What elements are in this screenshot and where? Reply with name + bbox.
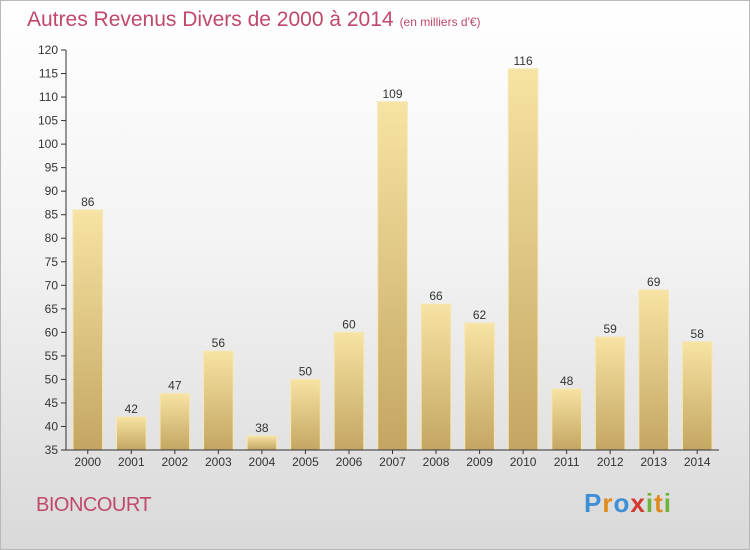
chart-title: Autres Revenus Divers de 2000 à 2014 (en … — [27, 8, 481, 32]
data-label-2004: 38 — [255, 421, 269, 435]
data-label-2005: 50 — [299, 364, 313, 378]
bar-2005 — [290, 378, 321, 451]
bar-2010 — [507, 68, 539, 451]
bar-2007 — [377, 101, 408, 451]
data-label-2008: 66 — [429, 289, 443, 303]
bar-2001 — [115, 416, 147, 451]
y-tick-label: 40 — [45, 419, 59, 433]
bar-2000 — [72, 209, 104, 451]
data-label-2000: 86 — [81, 195, 95, 209]
y-tick-label: 60 — [45, 325, 59, 339]
bar-2012 — [594, 336, 626, 451]
x-axis-ticks: 2000 2001 2002 2003 2004 2005 2006 2007 2008 2009… — [74, 450, 711, 469]
x-tick-label-2008: 2008 — [423, 455, 450, 469]
data-label-2009: 62 — [473, 308, 487, 322]
bar-2008 — [420, 303, 452, 451]
unit-note: (en milliers d'€) — [399, 15, 481, 29]
data-label-2007: 109 — [382, 87, 402, 101]
y-tick-label: 45 — [45, 396, 59, 410]
bar-2003 — [203, 350, 234, 451]
data-label-2010: 116 — [514, 54, 533, 68]
x-tick-label-2004: 2004 — [249, 455, 276, 469]
x-tick-label-2003: 2003 — [205, 455, 232, 469]
x-tick-label-2014: 2014 — [684, 455, 711, 469]
y-tick-label: 115 — [39, 67, 58, 81]
bar-2009 — [464, 322, 495, 451]
y-tick-label: 70 — [45, 278, 59, 292]
town-name: BIONCOURT — [36, 494, 152, 516]
y-tick-label: 100 — [38, 137, 58, 151]
chart-title-text: Autres Revenus Divers de 2000 à 2014 — [27, 8, 394, 31]
y-tick-label: 95 — [45, 161, 59, 175]
x-tick-label-2005: 2005 — [292, 455, 319, 469]
data-label-2001: 42 — [125, 402, 139, 416]
bar-2006 — [333, 331, 365, 451]
y-tick-label: 75 — [45, 255, 59, 269]
bars-group: 86 42 47 56 38 50 60 109 66 62 116 48 59 69 58 — [72, 54, 713, 451]
y-tick-label: 90 — [45, 184, 59, 198]
y-tick-label: 50 — [45, 372, 59, 386]
y-tick-label: 55 — [45, 349, 59, 363]
x-tick-label-2001: 2001 — [118, 455, 145, 469]
y-tick-label: 120 — [38, 43, 58, 57]
data-label-2011: 48 — [560, 374, 574, 388]
x-tick-label-2009: 2009 — [466, 455, 493, 469]
proxiti-logo: Proxiti — [584, 488, 672, 518]
y-tick-label: 35 — [45, 443, 59, 457]
bar-2002 — [159, 393, 191, 451]
x-tick-label-2002: 2002 — [161, 455, 188, 469]
data-label-2002: 47 — [168, 379, 182, 393]
y-tick-label: 65 — [45, 302, 59, 316]
data-label-2003: 56 — [212, 336, 226, 350]
x-tick-label-2006: 2006 — [336, 455, 363, 469]
y-tick-label: 85 — [45, 208, 59, 222]
data-label-2013: 69 — [647, 275, 661, 289]
data-label-2014: 58 — [691, 327, 705, 341]
x-tick-label-2013: 2013 — [640, 455, 667, 469]
bar-2004 — [246, 435, 278, 451]
x-tick-label-2010: 2010 — [510, 455, 537, 469]
bar-2013 — [638, 289, 670, 451]
y-tick-label: 80 — [45, 231, 59, 245]
x-tick-label-2000: 2000 — [74, 455, 101, 469]
y-tick-label: 105 — [38, 114, 58, 128]
bar-2011 — [551, 388, 582, 451]
bar-2014 — [681, 341, 713, 451]
x-tick-label-2011: 2011 — [554, 455, 580, 469]
x-tick-label-2007: 2007 — [379, 455, 406, 469]
x-tick-label-2012: 2012 — [597, 455, 624, 469]
y-axis-ticks: 35 40 45 50 55 60 65 70 75 80 85 90 95 100 105 110 115 12… — [38, 43, 66, 457]
y-tick-label: 110 — [39, 90, 58, 104]
data-label-2012: 59 — [603, 322, 617, 336]
data-label-2006: 60 — [342, 317, 356, 331]
